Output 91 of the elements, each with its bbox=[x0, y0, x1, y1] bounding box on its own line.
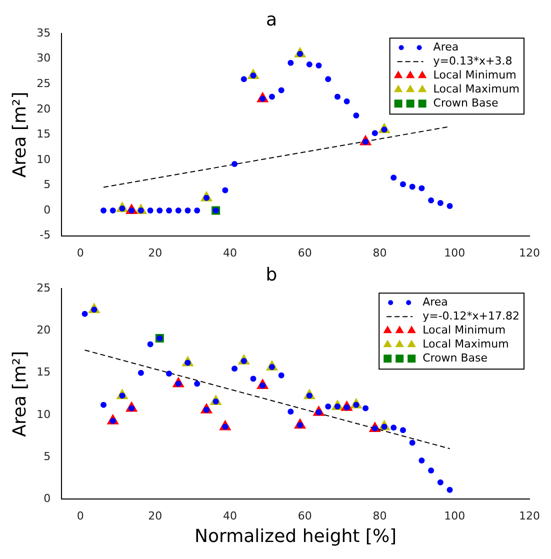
point bbox=[325, 404, 332, 410]
x-axis-title: Normalized height [%] bbox=[194, 526, 397, 547]
point bbox=[222, 187, 228, 194]
point bbox=[390, 424, 397, 431]
point bbox=[409, 440, 416, 446]
point bbox=[418, 185, 425, 192]
x-tick-label: 20 bbox=[148, 510, 162, 523]
x-tick-label: 20 bbox=[148, 246, 162, 260]
legend-label: Local Minimum bbox=[433, 68, 516, 82]
legend-label: Local Maximum bbox=[433, 82, 520, 96]
y-tick-label: 10 bbox=[36, 152, 51, 166]
x-tick-label: 100 bbox=[444, 246, 466, 260]
point bbox=[166, 370, 172, 377]
x-tick-label: 120 bbox=[519, 246, 540, 260]
point bbox=[147, 341, 154, 348]
legend-label: Local Minimum bbox=[422, 323, 506, 336]
x-tick-label: 100 bbox=[444, 510, 466, 523]
legend-label: Area bbox=[422, 295, 448, 308]
x-tick-label: 80 bbox=[372, 246, 387, 260]
y-tick-label: 15 bbox=[36, 128, 51, 141]
point bbox=[390, 174, 397, 181]
y-tick-label: 5 bbox=[44, 178, 51, 192]
y-axis-title: Area [m²] bbox=[9, 92, 30, 178]
y-tick-label: 35 bbox=[36, 26, 51, 40]
point bbox=[428, 197, 434, 204]
point bbox=[138, 370, 144, 376]
point bbox=[240, 76, 247, 82]
point bbox=[194, 380, 200, 387]
x-tick-label: 120 bbox=[519, 510, 540, 523]
y-tick-label: 20 bbox=[36, 102, 51, 116]
point bbox=[372, 130, 378, 136]
y-tick-label: 15 bbox=[36, 366, 51, 379]
point bbox=[288, 408, 294, 415]
point bbox=[278, 372, 284, 378]
point bbox=[232, 161, 238, 168]
x-tick-label: 80 bbox=[372, 510, 387, 523]
point bbox=[288, 60, 294, 66]
point bbox=[428, 468, 434, 474]
point bbox=[446, 202, 453, 209]
point bbox=[100, 402, 107, 408]
point bbox=[316, 62, 322, 68]
y-tick-label: 20 bbox=[36, 324, 51, 337]
x-tick-label: 40 bbox=[223, 510, 238, 523]
point bbox=[250, 376, 256, 382]
point bbox=[325, 76, 332, 82]
legend-label: y=-0.12*x+17.82 bbox=[422, 309, 520, 322]
point bbox=[446, 486, 453, 493]
point bbox=[400, 427, 406, 434]
legend-label: Area bbox=[433, 40, 459, 54]
point bbox=[418, 457, 425, 464]
y-tick-label: 10 bbox=[36, 408, 51, 421]
chart-title: a bbox=[266, 9, 278, 30]
y-tick-label: 30 bbox=[36, 52, 51, 65]
point bbox=[362, 405, 369, 412]
legend-label: Local Maximum bbox=[422, 337, 509, 350]
point bbox=[147, 208, 154, 214]
y-tick-label: 5 bbox=[44, 450, 51, 463]
point bbox=[353, 112, 360, 118]
point bbox=[278, 87, 284, 94]
x-tick-label: 60 bbox=[298, 510, 312, 523]
point bbox=[110, 208, 116, 214]
x-tick-label: 0 bbox=[76, 510, 84, 523]
point bbox=[437, 479, 444, 486]
y-tick-label: 0 bbox=[44, 203, 51, 216]
x-tick-label: 0 bbox=[76, 246, 84, 260]
legend-label: Crown Base bbox=[433, 96, 498, 110]
y-tick-label: -5 bbox=[40, 228, 51, 242]
point bbox=[184, 208, 191, 214]
point bbox=[400, 181, 406, 188]
y-tick-label: 25 bbox=[36, 77, 51, 90]
legend-label: Crown Base bbox=[422, 351, 488, 364]
y-tick-label: 25 bbox=[36, 281, 51, 294]
y-axis-title: Area [m²] bbox=[9, 350, 30, 437]
point bbox=[175, 208, 182, 214]
point bbox=[268, 94, 275, 100]
x-tick-label: 40 bbox=[223, 246, 238, 260]
x-tick-label: 60 bbox=[298, 246, 312, 260]
point bbox=[166, 208, 172, 214]
y-tick-label: 0 bbox=[44, 492, 51, 506]
point bbox=[344, 98, 350, 104]
point bbox=[306, 61, 312, 68]
point bbox=[409, 184, 416, 190]
legend-label: y=0.13*x+3.8 bbox=[433, 54, 512, 68]
point bbox=[82, 310, 88, 317]
point bbox=[334, 94, 340, 100]
point bbox=[232, 366, 238, 372]
point bbox=[100, 208, 107, 214]
chart-title: b bbox=[266, 264, 278, 286]
point bbox=[194, 208, 200, 214]
point bbox=[437, 200, 444, 206]
point bbox=[156, 208, 163, 214]
